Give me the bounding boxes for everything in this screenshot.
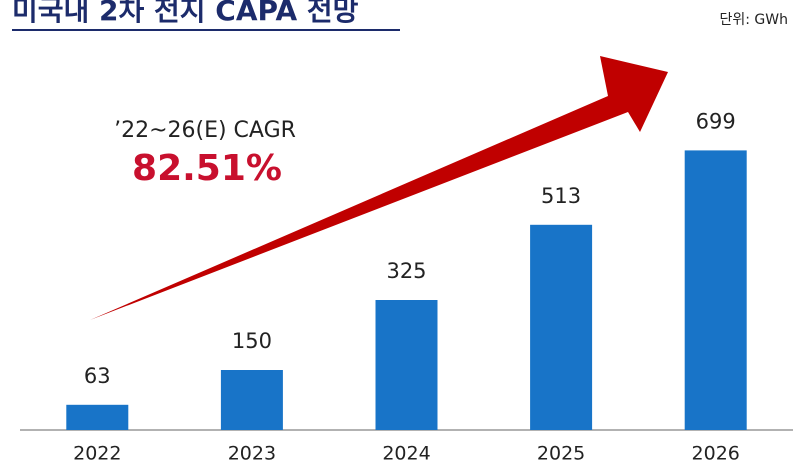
data-label: 513 xyxy=(541,184,581,208)
bar xyxy=(684,150,747,430)
bar xyxy=(66,404,129,430)
bar xyxy=(375,300,438,430)
x-tick-label: 2024 xyxy=(382,443,430,465)
unit-label: 단위: GWh xyxy=(720,12,789,28)
data-label: 699 xyxy=(696,109,736,133)
x-tick-label: 2025 xyxy=(537,443,585,465)
data-label: 150 xyxy=(232,329,272,353)
x-tick-label: 2023 xyxy=(228,443,276,465)
annotation-label: ’22~26(E) CAGR xyxy=(114,118,296,143)
x-tick-label: 2022 xyxy=(73,443,121,465)
x-tick-label: 2026 xyxy=(692,443,740,465)
growth-arrow xyxy=(90,56,668,320)
data-label: 325 xyxy=(386,259,426,283)
chart-title: 미국내 2차 전지 CAPA 전망 xyxy=(12,0,359,27)
annotation-value: 82.51% xyxy=(132,148,282,189)
bar xyxy=(530,224,593,430)
bar xyxy=(220,370,283,430)
data-label: 63 xyxy=(84,364,111,388)
